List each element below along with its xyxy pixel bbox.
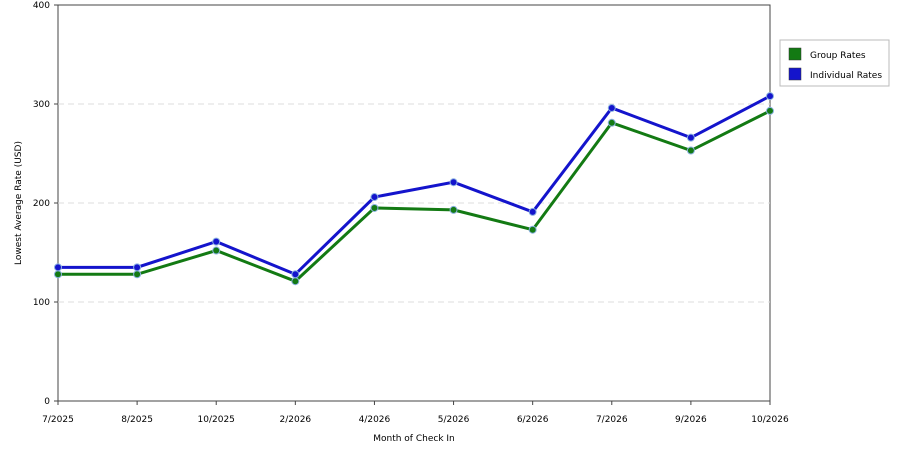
- data-point: [766, 106, 774, 115]
- data-point: [54, 270, 62, 279]
- x-tick-label: 10/2025: [198, 415, 235, 425]
- data-point: [449, 205, 458, 214]
- data-point: [528, 225, 537, 234]
- data-point: [212, 246, 221, 255]
- series-line: [58, 109, 771, 283]
- x-tick-label: 7/2025: [42, 415, 74, 425]
- data-point: [607, 118, 616, 127]
- series-line: [58, 94, 771, 277]
- y-tick-label: 100: [33, 298, 50, 308]
- x-tick-label: 4/2026: [359, 415, 391, 425]
- y-axis-label: Lowest Average Rate (USD): [14, 141, 24, 265]
- legend-label: Group Rates: [810, 51, 866, 61]
- data-point: [370, 193, 379, 202]
- data-point: [133, 263, 142, 272]
- data-point: [370, 203, 379, 212]
- data-point: [766, 92, 774, 101]
- x-tick-label: 2/2026: [279, 415, 311, 425]
- x-tick-label: 8/2025: [121, 415, 153, 425]
- data-point: [133, 270, 142, 279]
- legend-swatch: [788, 47, 802, 61]
- x-tick-label: 9/2026: [675, 415, 707, 425]
- legend-swatch: [788, 67, 802, 81]
- data-point: [686, 146, 695, 155]
- data-point: [291, 277, 300, 286]
- x-tick-label: 7/2026: [596, 415, 628, 425]
- legend-label: Individual Rates: [810, 71, 882, 81]
- y-tick-label: 400: [33, 1, 50, 11]
- y-tick-label: 200: [33, 199, 50, 209]
- data-point: [449, 178, 458, 187]
- x-tick-label: 10/2026: [751, 415, 789, 425]
- data-point: [528, 207, 537, 216]
- data-point: [212, 237, 221, 246]
- x-tick-label: 5/2026: [438, 415, 470, 425]
- data-point: [607, 103, 616, 112]
- x-tick-label: 6/2026: [517, 415, 549, 425]
- y-tick-label: 0: [44, 397, 50, 407]
- data-point: [686, 133, 695, 142]
- data-point: [291, 270, 300, 279]
- y-tick-label: 300: [33, 100, 50, 110]
- x-axis-label: Month of Check In: [373, 434, 455, 444]
- data-point: [54, 263, 62, 272]
